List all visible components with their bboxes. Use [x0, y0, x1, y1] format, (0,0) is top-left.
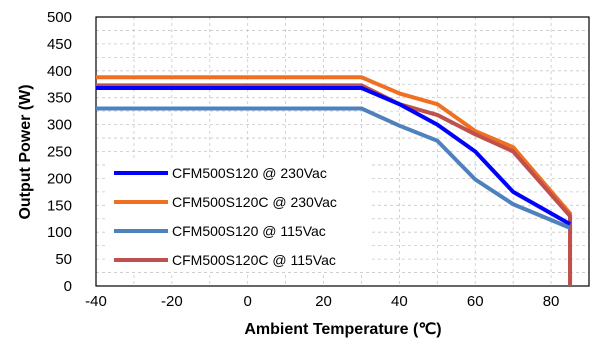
y-tick-label: 250 [47, 144, 72, 161]
y-tick-label: 300 [47, 117, 72, 134]
x-tick-label: 80 [543, 293, 560, 310]
x-tick-label: 60 [467, 293, 484, 310]
x-axis-title: Ambient Temperature (℃) [244, 321, 441, 338]
y-tick-label: 500 [47, 9, 72, 26]
x-tick-label: -20 [161, 293, 183, 310]
x-axis-ticks: -40 -20 0 20 40 60 80 [85, 293, 559, 310]
series-line [96, 86, 572, 226]
x-tick-label: 40 [391, 293, 408, 310]
y-axis-title: Output Power (W) [17, 84, 34, 219]
x-tick-label: 20 [315, 293, 332, 310]
legend-label: CFM500S120 @ 115Vac [172, 223, 326, 239]
series-line [96, 83, 573, 286]
y-tick-label: 50 [55, 251, 72, 268]
x-tick-label: -40 [85, 293, 107, 310]
legend-label: CFM500S120C @ 230Vac [172, 194, 337, 210]
x-tick-label: 0 [244, 293, 252, 310]
plot-area [95, 16, 590, 287]
legend-label: CFM500S120C @ 115Vac [172, 252, 336, 268]
y-tick-label: 350 [47, 90, 72, 107]
y-tick-label: 150 [47, 197, 72, 214]
y-tick-label: 0 [64, 278, 72, 295]
legend-box [108, 160, 370, 272]
legend: CFM500S120 @ 230Vac CFM500S120C @ 230Vac C… [108, 160, 370, 272]
legend-label: CFM500S120 @ 230Vac [172, 165, 327, 181]
series-lines [96, 75, 573, 286]
y-axis-ticks: 0 50 100 150 200 250 300 350 400 450 500 [47, 9, 72, 295]
y-tick-label: 450 [47, 36, 72, 53]
y-tick-label: 400 [47, 63, 72, 80]
y-tick-label: 200 [47, 170, 72, 187]
series-line [96, 106, 571, 230]
y-tick-label: 100 [47, 224, 72, 241]
